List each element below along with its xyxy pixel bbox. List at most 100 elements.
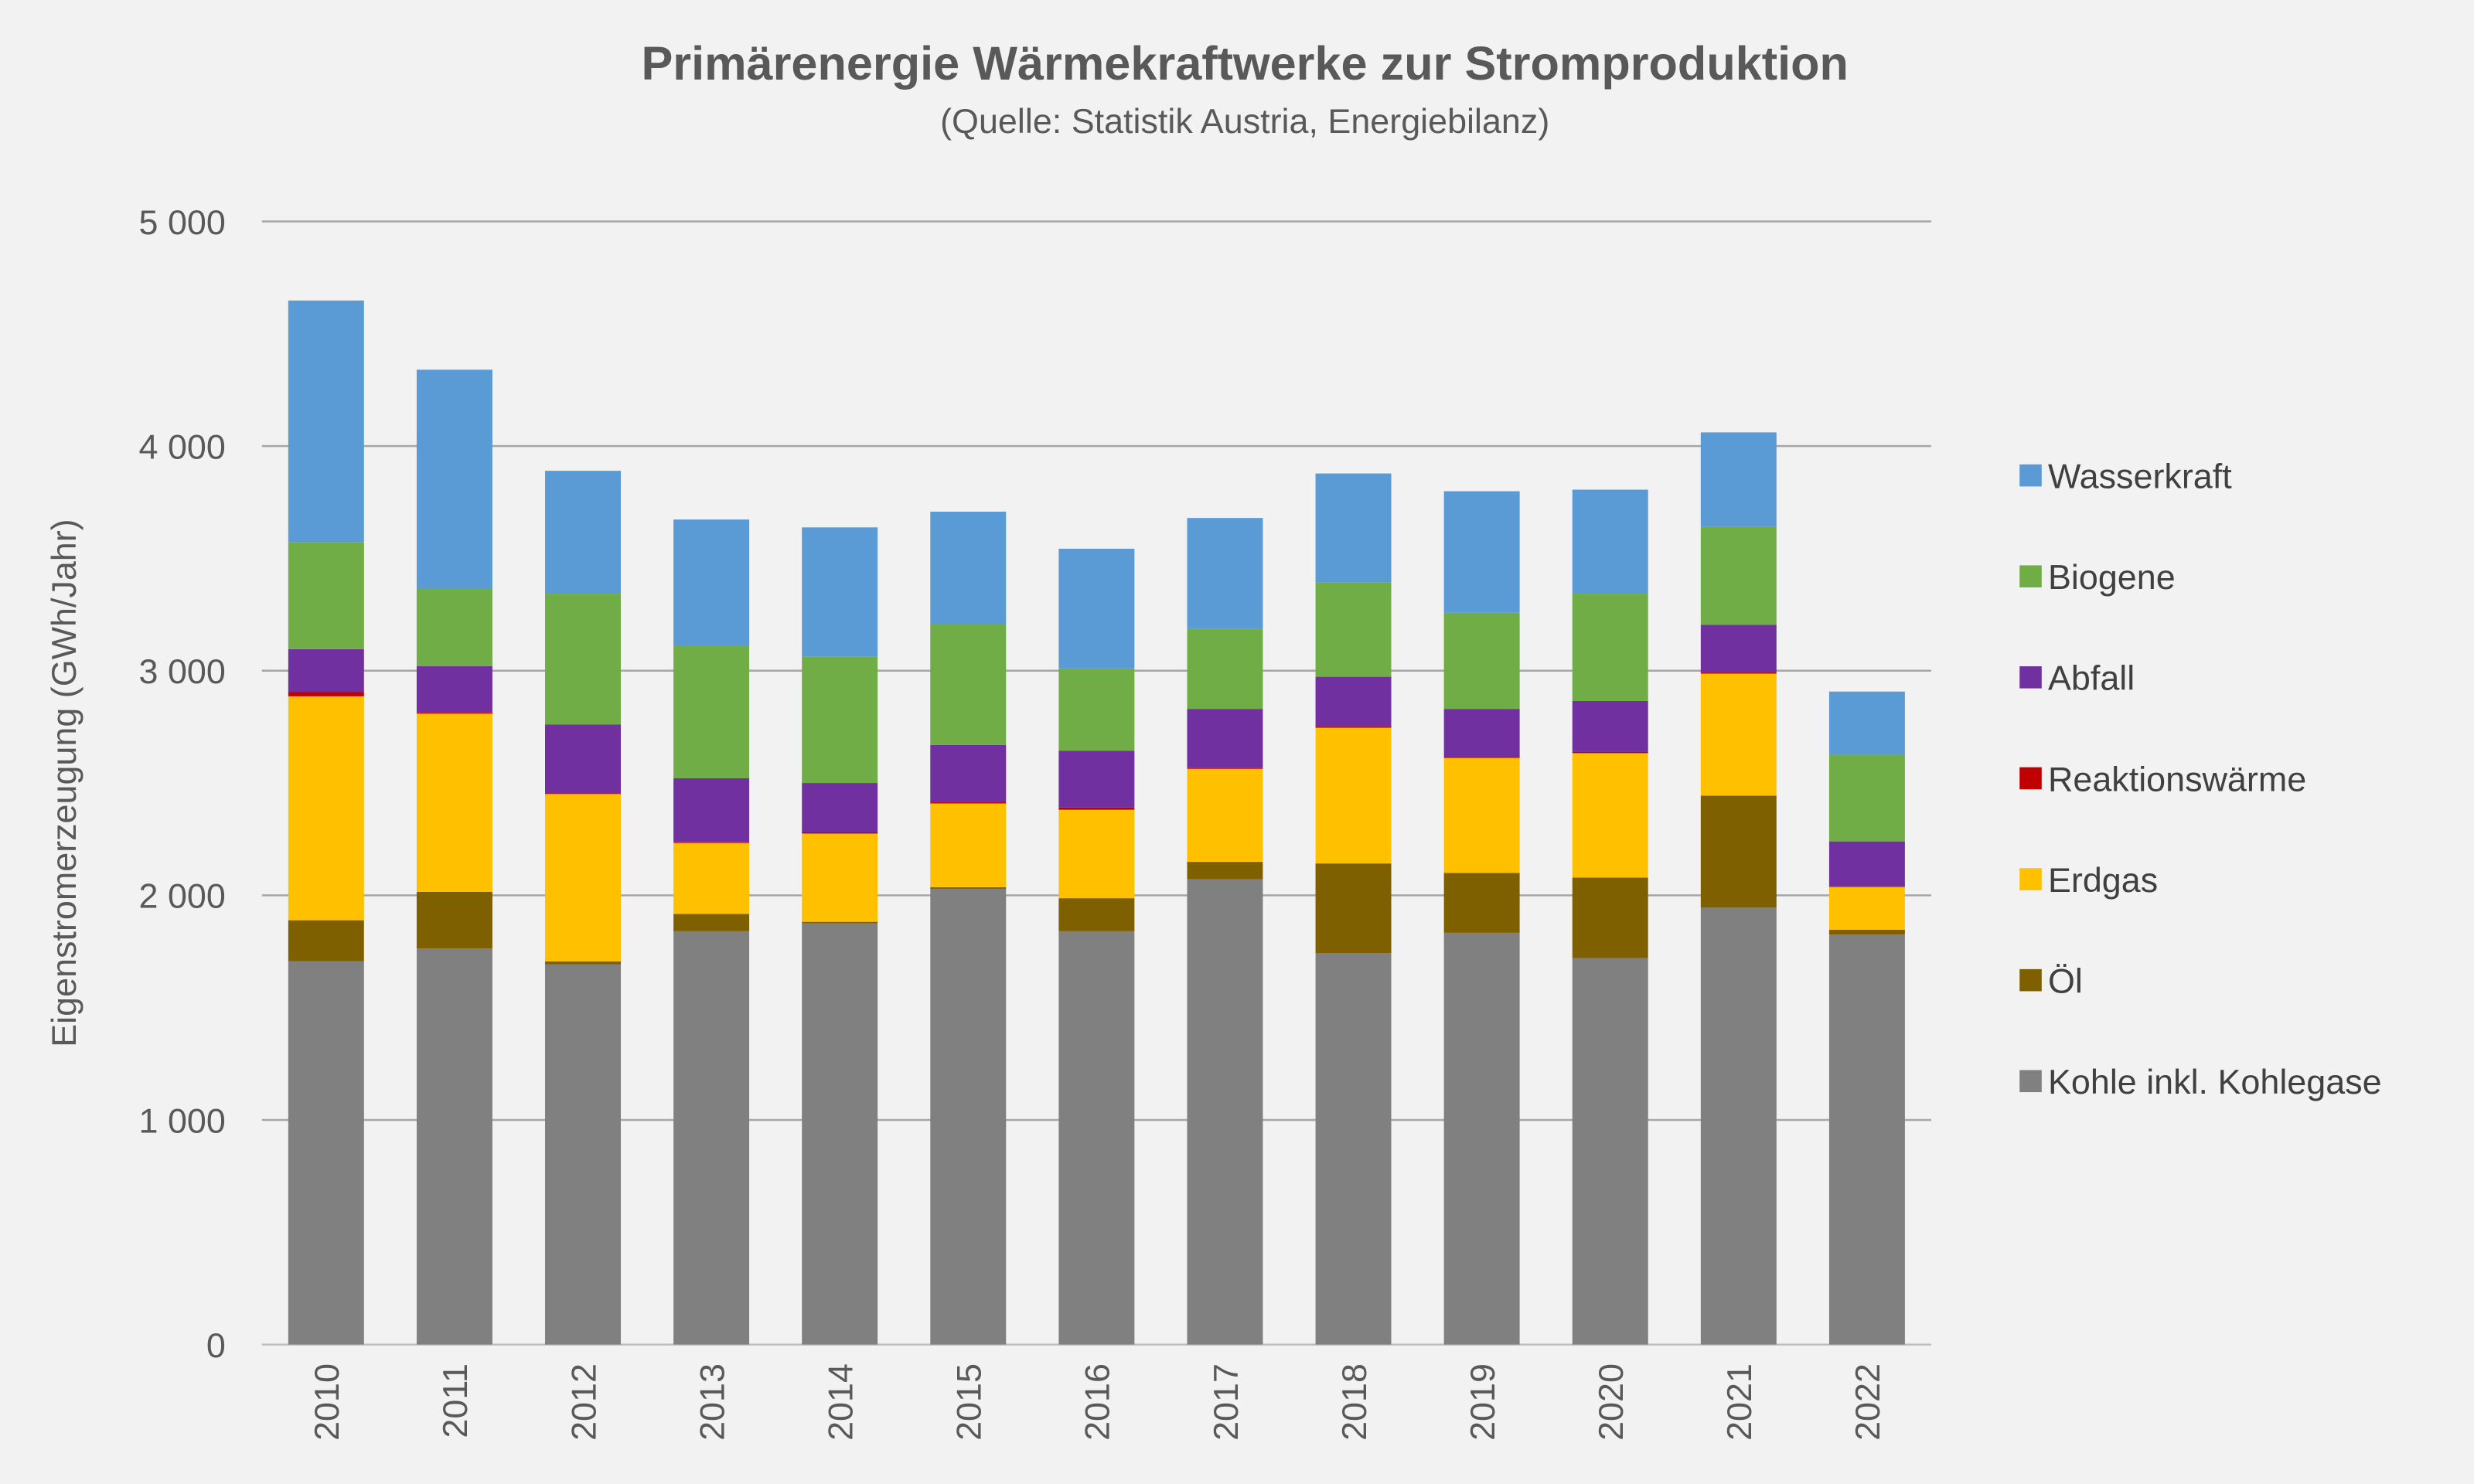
- bar-segment: [545, 594, 621, 725]
- bar-segment: [288, 692, 364, 696]
- legend-swatch: [2019, 1070, 2042, 1093]
- legend-label: Abfall: [2048, 659, 2135, 698]
- bar-segment: [1187, 518, 1263, 629]
- y-axis-label: Eigenstromerzeugung (GWh/Jahr): [44, 519, 83, 1047]
- bar-segment: [802, 833, 878, 922]
- bar-segment: [416, 713, 492, 893]
- bar-segment: [673, 645, 750, 778]
- x-tick-label: 2014: [821, 1363, 860, 1441]
- bar-segment: [288, 300, 364, 543]
- bar-segment: [1315, 953, 1392, 1345]
- bar-segment: [673, 842, 750, 914]
- y-tick-label: 3 000: [139, 652, 226, 691]
- bar-segment: [1443, 491, 1520, 613]
- bar-segment: [673, 914, 750, 931]
- bar-segment: [1187, 879, 1263, 1345]
- bar-segment: [1187, 768, 1263, 769]
- bar-segment: [1828, 754, 1905, 842]
- bar-segment: [1828, 934, 1905, 1345]
- y-tick-label: 5 000: [139, 203, 226, 242]
- legend-swatch: [2019, 565, 2042, 587]
- bar-segment: [1058, 931, 1135, 1345]
- bar-segment: [545, 961, 621, 965]
- bar-segment: [416, 892, 492, 949]
- bar-segment: [545, 793, 621, 795]
- bar-segment: [288, 542, 364, 649]
- legend-label: Reaktionswärme: [2048, 759, 2306, 798]
- bar-segment: [1700, 672, 1777, 674]
- bar-segment: [1058, 809, 1135, 899]
- bar-segment: [1828, 691, 1905, 755]
- bar-segment: [673, 778, 750, 842]
- bar-segment: [416, 948, 492, 1345]
- bar-segment: [1700, 907, 1777, 1345]
- y-tick-label: 1 000: [139, 1101, 226, 1140]
- bar-segment: [930, 888, 1007, 1345]
- bar-segment: [1700, 795, 1777, 908]
- bar-segment: [802, 921, 878, 924]
- bar-segment: [1572, 489, 1648, 594]
- legend-swatch: [2019, 666, 2042, 689]
- bar-segment: [1443, 873, 1520, 933]
- y-tick-label: 0: [206, 1326, 226, 1365]
- bar-segment: [930, 803, 1007, 887]
- x-tick-label: 2013: [692, 1363, 731, 1441]
- bar-segment: [545, 471, 621, 594]
- bar-segment: [802, 527, 878, 657]
- bar-segment: [930, 512, 1007, 625]
- x-tick-label: 2016: [1078, 1363, 1117, 1441]
- x-tick-label: 2011: [435, 1363, 475, 1438]
- bar-segment: [1187, 628, 1263, 710]
- bar-segment: [416, 369, 492, 589]
- legend-label: Wasserkraft: [2048, 456, 2232, 495]
- y-tick-label: 2 000: [139, 876, 226, 916]
- bar-segment: [1315, 582, 1392, 677]
- legend-label: Biogene: [2048, 557, 2176, 597]
- bar-segment: [1187, 862, 1263, 880]
- bar-segment: [1058, 548, 1135, 669]
- x-tick-label: 2012: [564, 1363, 603, 1441]
- bar-segment: [1700, 625, 1777, 673]
- x-tick-label: 2017: [1206, 1363, 1246, 1441]
- legend-swatch: [2019, 968, 2042, 992]
- bar-segment: [802, 656, 878, 784]
- bar-segment: [930, 887, 1007, 889]
- x-tick-label: 2021: [1719, 1363, 1759, 1441]
- x-tick-label: 2019: [1463, 1363, 1502, 1441]
- bar-segment: [416, 665, 492, 713]
- bar-segment: [1443, 612, 1520, 710]
- bar-segment: [1187, 768, 1263, 863]
- bar-segment: [545, 794, 621, 962]
- bar-segment: [288, 696, 364, 921]
- bar-segment: [1058, 898, 1135, 931]
- bar-segment: [1058, 751, 1135, 808]
- bar-segment: [1572, 877, 1648, 958]
- bar-segment: [802, 783, 878, 832]
- bar-segment: [1828, 887, 1905, 930]
- bar-segment: [1443, 757, 1520, 873]
- bar-segment: [1443, 709, 1520, 757]
- legend-label: Öl: [2048, 961, 2083, 1000]
- bar-segment: [1572, 700, 1648, 752]
- bar-segment: [1315, 727, 1392, 864]
- legend-swatch: [2019, 464, 2042, 487]
- bar-segment: [1700, 432, 1777, 527]
- bar-segment: [288, 648, 364, 693]
- bar-segment: [1443, 932, 1520, 1345]
- bar-segment: [1187, 709, 1263, 768]
- bar-segment: [1700, 673, 1777, 796]
- bar-segment: [1572, 751, 1648, 754]
- bar-segment: [1058, 807, 1135, 810]
- bar-segment: [1572, 753, 1648, 878]
- legend-label: Erdgas: [2048, 860, 2158, 900]
- bar-segment: [802, 923, 878, 1345]
- bar-segment: [1572, 594, 1648, 701]
- bar-segment: [416, 588, 492, 666]
- bar-segment: [1315, 676, 1392, 727]
- x-tick-label: 2015: [949, 1363, 989, 1441]
- bar-segment: [1315, 473, 1392, 583]
- bar-segment: [673, 519, 750, 646]
- chart-title: Primärenergie Wärmekraftwerke zur Stromp…: [641, 37, 1849, 90]
- legend-label: Kohle inkl. Kohlegase: [2048, 1062, 2382, 1101]
